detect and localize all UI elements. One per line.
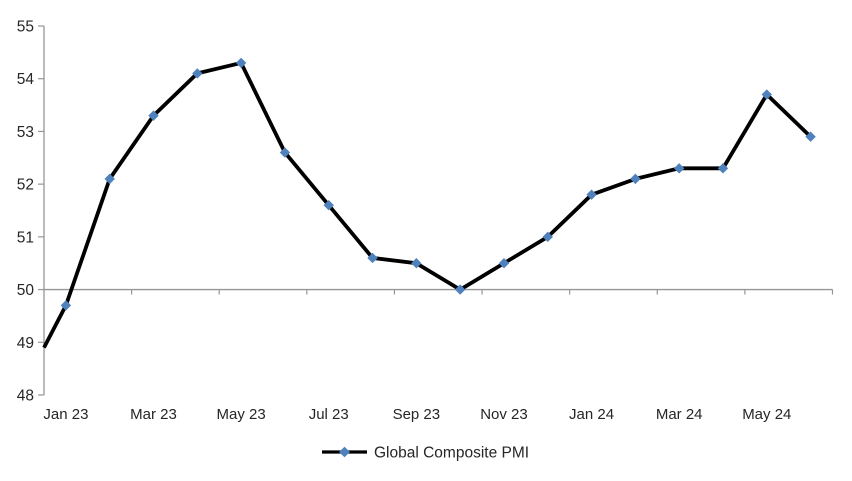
x-axis-tick-label: Mar 23	[130, 406, 177, 423]
data-point-marker	[761, 89, 772, 100]
x-axis-tick-label: Jul 23	[309, 406, 349, 423]
legend: Global Composite PMI	[322, 445, 529, 462]
data-point-marker	[148, 110, 159, 121]
y-axis-tick-label: 51	[17, 229, 34, 246]
x-axis-tick-label: Nov 23	[480, 406, 528, 423]
y-axis-tick-label: 53	[17, 124, 34, 141]
data-point-marker	[717, 163, 729, 174]
data-point-marker	[542, 231, 553, 243]
legend-diamond-icon	[339, 446, 350, 458]
y-axis-tick-label: 55	[17, 19, 34, 36]
data-point-marker	[323, 200, 334, 211]
y-axis-tick-label: 52	[17, 177, 34, 194]
x-axis-tick-label: May 23	[217, 406, 266, 423]
data-point-marker	[60, 300, 72, 311]
x-axis-tick-label: Mar 24	[656, 406, 703, 423]
data-point-marker	[498, 258, 510, 269]
line-series	[42, 60, 812, 349]
y-axis-tick-label: 50	[17, 282, 35, 299]
y-axis-tick-label: 54	[17, 71, 35, 88]
x-axis-tick-label: Jan 24	[569, 406, 614, 423]
data-point-marker	[673, 163, 685, 174]
data-point-marker	[411, 258, 422, 269]
data-point-marker	[367, 252, 378, 264]
legend-label: Global Composite PMI	[374, 445, 529, 462]
x-axis-tick-label: Jan 23	[43, 406, 88, 423]
y-axis-tick-label: 48	[17, 388, 34, 405]
data-point-marker	[235, 57, 247, 69]
data-point-marker	[454, 284, 466, 295]
data-point-marker	[630, 173, 641, 185]
data-point-marker	[805, 131, 816, 142]
x-axis-tick-label: Sep 23	[393, 406, 441, 423]
x-axis-tick-label: May 24	[742, 406, 791, 423]
y-axis-tick-label: 49	[17, 335, 34, 352]
data-point-marker	[192, 68, 203, 79]
data-point-marker	[586, 189, 597, 200]
data-point-marker	[279, 147, 291, 158]
data-point-marker	[104, 173, 115, 185]
